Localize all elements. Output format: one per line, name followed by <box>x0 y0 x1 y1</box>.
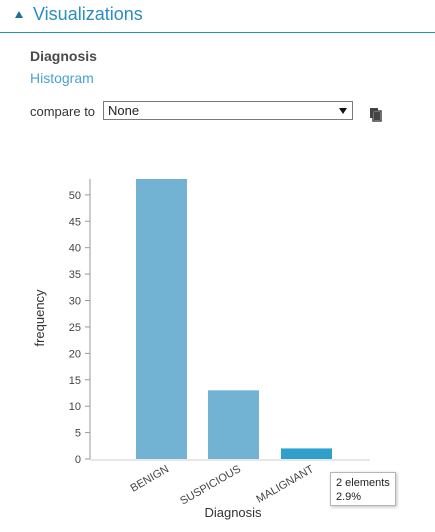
compare-to-label: compare to <box>30 104 96 119</box>
x-tick-label: SUSPICIOUS <box>178 463 243 507</box>
x-tick-label: BENIGN <box>128 463 171 495</box>
collapse-triangle-icon[interactable] <box>15 11 23 18</box>
compare-selected-value: None <box>108 103 140 118</box>
section-title: Visualizations <box>33 4 143 24</box>
bar-tooltip: 2 elements 2.9% <box>330 472 396 506</box>
x-tick-label: MALIGNANT <box>254 463 316 506</box>
chart-kind-label: Histogram <box>30 70 94 86</box>
bar-suspicious[interactable] <box>208 390 259 459</box>
bar-malignant[interactable] <box>281 448 332 459</box>
y-tick-label: 0 <box>75 454 81 466</box>
y-tick-label: 10 <box>69 401 81 413</box>
visualizations-header[interactable]: Visualizations <box>0 0 435 33</box>
dropdown-arrow-icon <box>339 108 347 114</box>
copy-icon[interactable] <box>369 107 383 123</box>
y-tick-label: 45 <box>69 216 81 228</box>
y-tick-label: 35 <box>69 269 81 281</box>
variable-name: Diagnosis <box>30 48 97 64</box>
y-axis-label: frequency <box>32 289 47 347</box>
compare-to-select[interactable]: None <box>103 101 353 120</box>
x-axis-labels: BENIGN SUSPICIOUS MALIGNANT <box>128 463 316 507</box>
bar-benign[interactable] <box>136 179 187 459</box>
y-tick-label: 50 <box>69 190 81 202</box>
x-axis-label: Diagnosis <box>204 505 262 520</box>
y-tick-label: 5 <box>75 428 81 440</box>
y-tick-label: 20 <box>69 348 81 360</box>
y-tick-label: 40 <box>69 243 81 255</box>
y-tick-label: 30 <box>69 296 81 308</box>
bars <box>136 179 332 459</box>
y-axis: 0 5 10 15 20 25 30 35 40 45 50 <box>69 179 370 466</box>
y-tick-label: 25 <box>69 322 81 334</box>
tooltip-count: 2 elements <box>336 477 390 489</box>
y-tick-label: 15 <box>69 375 81 387</box>
tooltip-percent: 2.9% <box>336 491 362 503</box>
